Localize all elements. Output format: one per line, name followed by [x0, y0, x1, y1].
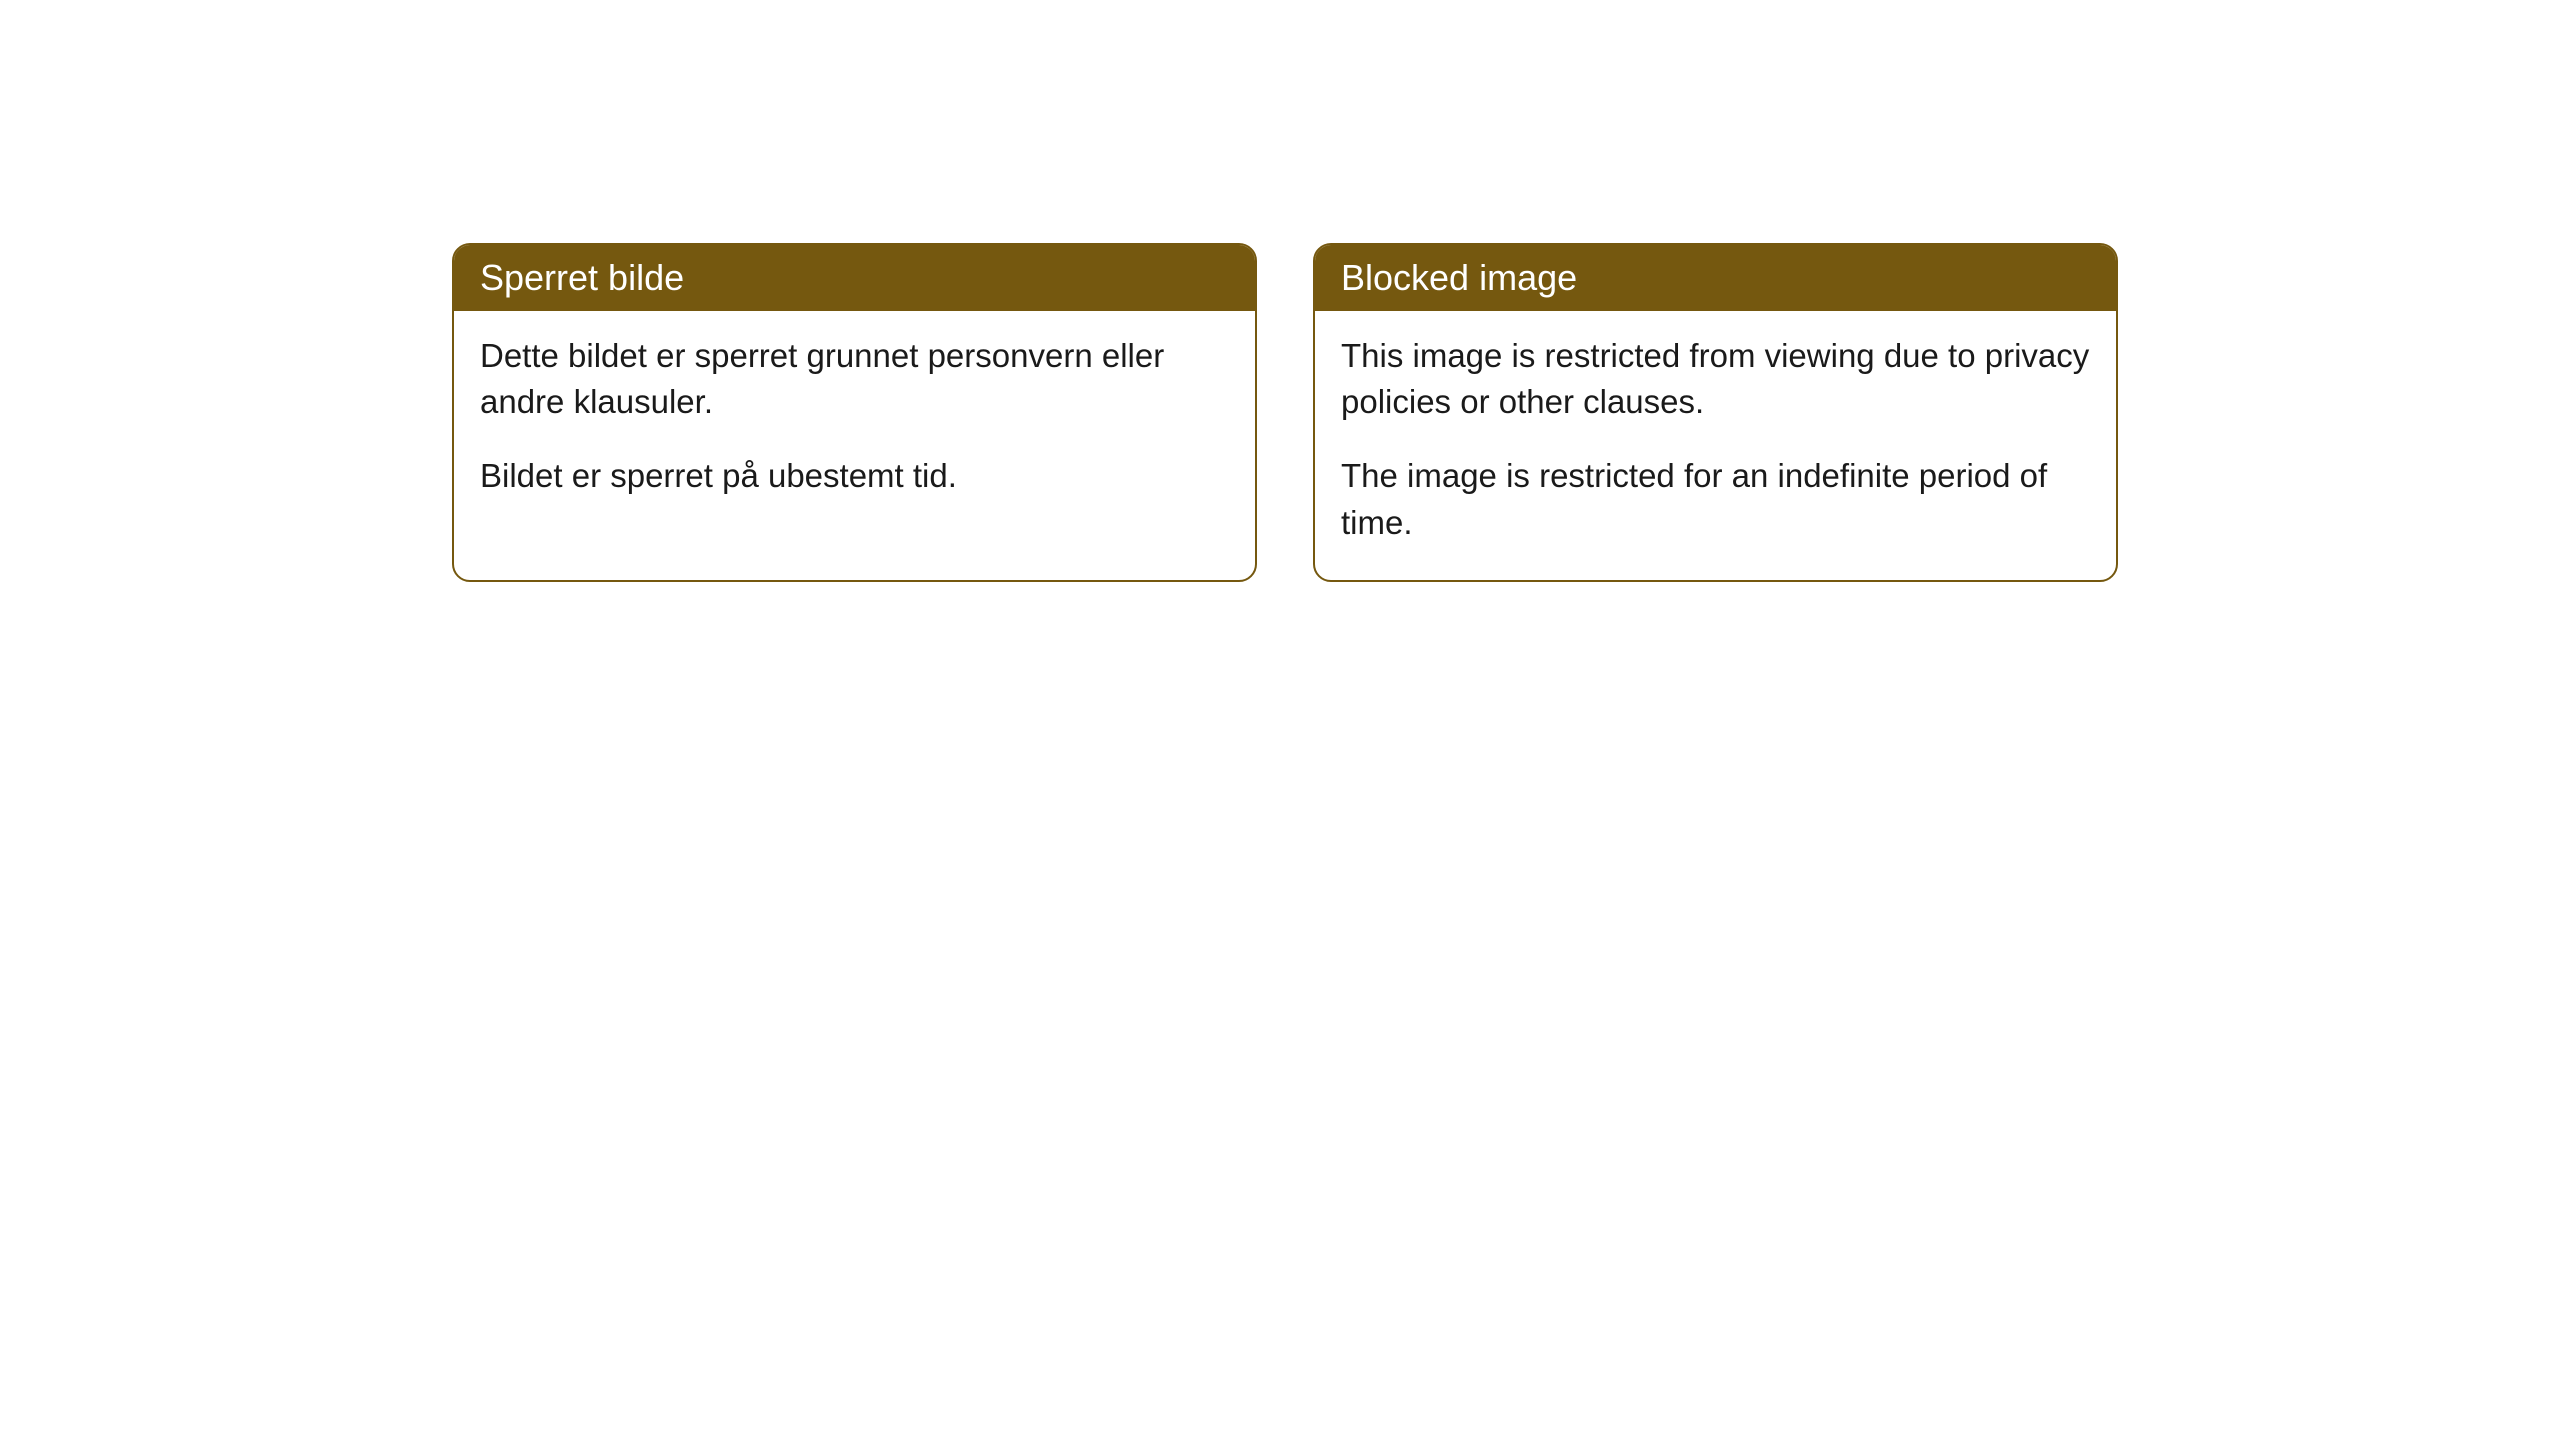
card-paragraph: The image is restricted for an indefinit…: [1341, 453, 2090, 545]
card-body-english: This image is restricted from viewing du…: [1315, 311, 2116, 580]
notice-card-english: Blocked image This image is restricted f…: [1313, 243, 2118, 582]
card-body-norwegian: Dette bildet er sperret grunnet personve…: [454, 311, 1255, 534]
card-title: Sperret bilde: [480, 257, 684, 298]
notice-card-norwegian: Sperret bilde Dette bildet er sperret gr…: [452, 243, 1257, 582]
card-paragraph: Dette bildet er sperret grunnet personve…: [480, 333, 1229, 425]
card-paragraph: Bildet er sperret på ubestemt tid.: [480, 453, 1229, 499]
card-paragraph: This image is restricted from viewing du…: [1341, 333, 2090, 425]
card-header-norwegian: Sperret bilde: [454, 245, 1255, 311]
card-header-english: Blocked image: [1315, 245, 2116, 311]
card-title: Blocked image: [1341, 257, 1577, 298]
notice-cards-container: Sperret bilde Dette bildet er sperret gr…: [452, 243, 2118, 582]
